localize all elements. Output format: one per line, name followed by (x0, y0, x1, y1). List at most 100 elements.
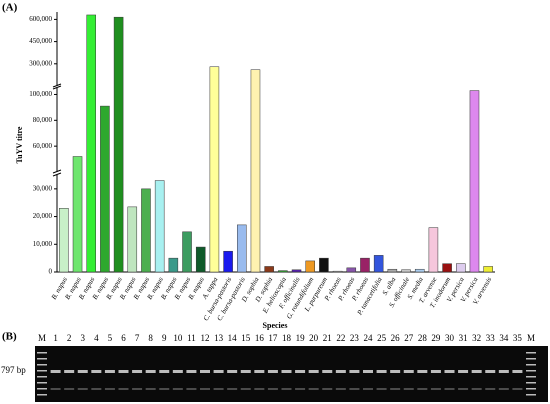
lane-label: 26 (391, 333, 401, 343)
gel-band (498, 370, 509, 373)
lane-label: 35 (513, 333, 523, 343)
bar (401, 269, 411, 273)
gel-band (227, 388, 238, 390)
y-tick-label: 450,000 (29, 37, 52, 45)
gel-band (295, 370, 306, 373)
gel-band (390, 370, 401, 373)
lane-label: 28 (418, 333, 428, 343)
lane-label: 12 (201, 333, 210, 343)
ladder-band (526, 388, 536, 390)
gel-band (471, 388, 482, 390)
gel-band (145, 388, 156, 390)
bar (360, 257, 370, 273)
gel-band (145, 370, 156, 373)
lane-label: 30 (445, 333, 455, 343)
lane-label: 32 (472, 333, 481, 343)
y-tick-label: 60,000 (33, 142, 53, 150)
y-tick-label: 0 (49, 268, 53, 276)
bar (373, 255, 384, 273)
lane-label: 3 (81, 333, 86, 343)
y-tick-label: 20,000 (33, 212, 53, 220)
gel-band (376, 388, 387, 390)
gel-band (132, 388, 143, 390)
gel-band (186, 370, 197, 373)
gel-band (471, 370, 482, 373)
lane-label: 6 (121, 333, 126, 343)
ladder-band (37, 352, 47, 354)
bar (456, 263, 466, 273)
gel-band (458, 388, 469, 390)
ladder-band (526, 364, 536, 366)
bar (195, 246, 206, 273)
gel-band (254, 388, 265, 390)
bar (442, 263, 452, 273)
y-axis-title: TuYV titre (15, 126, 24, 163)
lane-label: 23 (350, 333, 360, 343)
gel-band (335, 388, 346, 390)
gel-band (91, 370, 102, 373)
lane-label: M (527, 333, 535, 343)
bar (223, 250, 233, 273)
ladder-band (37, 388, 47, 390)
bar (250, 69, 261, 273)
axis-break (52, 172, 62, 177)
bar (305, 260, 315, 273)
bar (414, 268, 425, 273)
bar (319, 257, 329, 273)
gel-band (200, 370, 210, 373)
gel-band (172, 388, 183, 390)
gel-band (295, 388, 306, 390)
bar (59, 208, 69, 273)
gel-band (417, 388, 428, 390)
gel-band (91, 388, 102, 390)
gel-band (376, 370, 387, 373)
gel-band (213, 388, 224, 390)
y-tick-label: 300,000 (29, 59, 52, 67)
bar (154, 180, 165, 273)
y-tick-label: 80,000 (33, 116, 53, 124)
lane-label: 18 (282, 333, 292, 343)
lane-label: 27 (404, 333, 414, 343)
gel-band (227, 370, 238, 373)
gel-band (322, 388, 333, 390)
lane-label: 4 (94, 333, 99, 343)
bar (237, 224, 247, 273)
gel-band (403, 388, 414, 390)
lane-label: 7 (135, 333, 140, 343)
lane-label: 14 (228, 333, 238, 343)
gel-band (254, 370, 265, 373)
ladder-band (526, 352, 536, 354)
lane-label: M (38, 333, 46, 343)
x-axis-title: Species (263, 321, 288, 330)
bar (332, 270, 343, 273)
lane-label: 13 (214, 333, 224, 343)
lane-label: 10 (173, 333, 183, 343)
gel-band (159, 388, 170, 390)
lane-label: 31 (459, 333, 468, 343)
gel-band (77, 370, 88, 373)
axis-break (52, 85, 62, 90)
gel-band (213, 370, 224, 373)
gel-band (281, 370, 292, 373)
gel-band (444, 370, 455, 373)
gel-band (267, 388, 278, 390)
lane-label: 5 (108, 333, 113, 343)
bar (291, 269, 302, 273)
lane-label: 24 (364, 333, 374, 343)
lane-label: 20 (309, 333, 319, 343)
y-tick-label: 600,000 (29, 15, 52, 23)
gel-band (172, 370, 183, 373)
gel-band (417, 370, 428, 373)
lane-label: 22 (336, 333, 345, 343)
gel-image (35, 346, 548, 402)
bar (278, 270, 288, 273)
ladder-band (37, 358, 47, 360)
gel-band (512, 388, 523, 390)
size-label: 797 bp (1, 365, 26, 375)
gel-band (77, 388, 88, 390)
ladder-band (526, 376, 536, 378)
gel-band (240, 388, 251, 390)
gel-band (159, 370, 170, 373)
gel-band (349, 388, 360, 390)
gel-band (335, 370, 346, 373)
